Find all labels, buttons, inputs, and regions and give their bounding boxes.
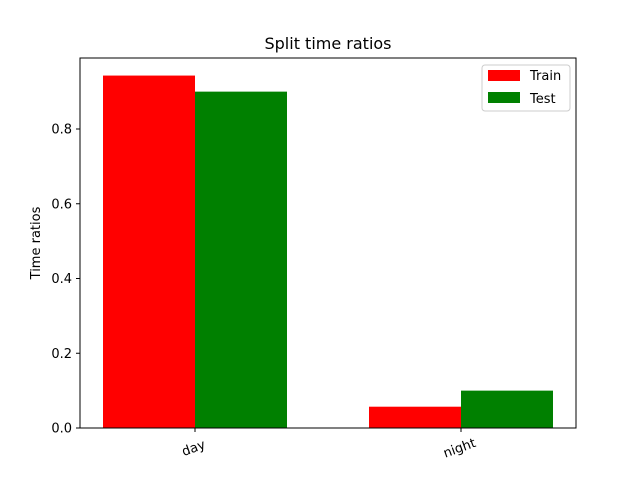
- bar-test-night: [461, 390, 553, 428]
- plot-frame: [79, 57, 577, 429]
- y-axis-label: Time ratios: [29, 206, 44, 280]
- legend-swatch-test: [488, 92, 520, 103]
- legend-label-train: Train: [529, 69, 561, 84]
- legend-label-test: Test: [529, 92, 556, 107]
- bar-train-day: [103, 75, 195, 428]
- legend-swatch-train: [488, 70, 520, 81]
- bar-train-night: [369, 406, 461, 428]
- y-tick-label: 0.4: [51, 272, 72, 287]
- y-tick-label: 0.2: [51, 347, 72, 362]
- chart-title: Split time ratios: [264, 34, 391, 53]
- bars-group: [103, 75, 553, 429]
- legend: Train Test: [481, 64, 571, 112]
- bar-test-day: [195, 91, 287, 429]
- y-tick-label: 0.8: [51, 123, 72, 138]
- y-tick-label: 0.6: [51, 197, 72, 212]
- y-tick-label: 0.0: [51, 422, 72, 437]
- y-axis-ticks: 0.0 0.2 0.4 0.6 0.8: [51, 123, 80, 437]
